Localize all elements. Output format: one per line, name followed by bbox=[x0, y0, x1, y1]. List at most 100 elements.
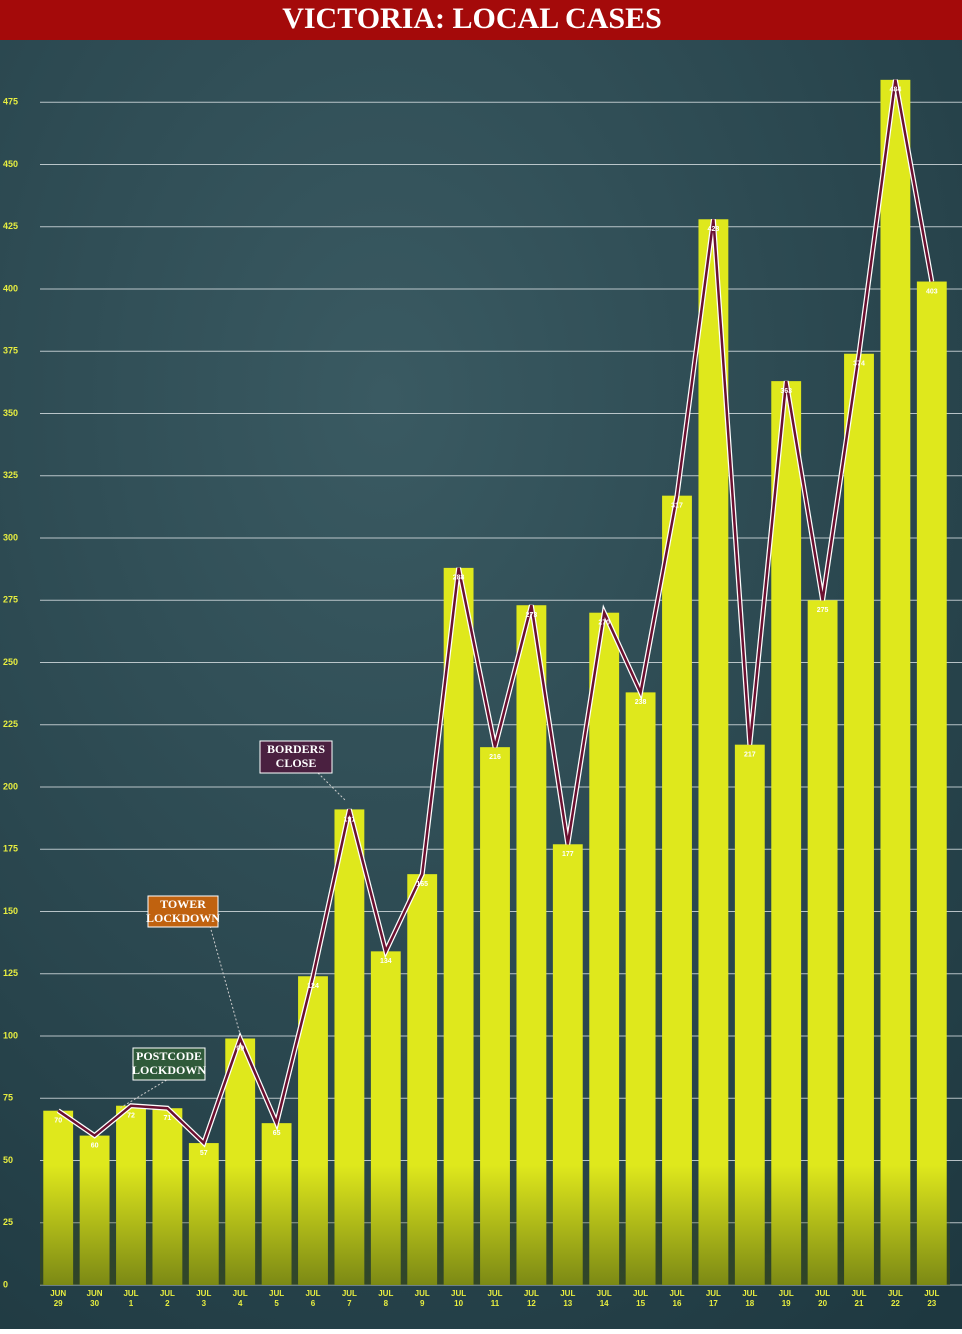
value-label: 217 bbox=[744, 752, 756, 759]
x-tick-label-line: 15 bbox=[636, 1299, 645, 1308]
value-label: 99 bbox=[236, 1045, 244, 1052]
x-tick-label-line: 7 bbox=[347, 1299, 352, 1308]
title-bar bbox=[0, 0, 962, 40]
x-tick-label-line: JUL bbox=[415, 1289, 430, 1298]
value-label: 363 bbox=[780, 388, 792, 395]
annotation-box bbox=[259, 740, 333, 774]
annotation-box bbox=[132, 1047, 206, 1081]
value-label: 60 bbox=[91, 1142, 99, 1149]
plot: 0255075100125150175200225250275300325350… bbox=[3, 79, 962, 1308]
annotation: TOWER LOCKDOWN bbox=[146, 897, 220, 925]
x-tick-label-line: 16 bbox=[673, 1299, 682, 1308]
y-tick-label: 400 bbox=[3, 283, 18, 293]
x-tick-label-line: JUL bbox=[269, 1289, 284, 1298]
value-label: 270 bbox=[598, 620, 610, 627]
x-tick-label: JUL 1 bbox=[123, 1289, 138, 1308]
value-label: 374 bbox=[853, 361, 865, 368]
y-tick-label: 50 bbox=[3, 1155, 13, 1165]
x-tick-label-line: 10 bbox=[454, 1299, 463, 1308]
x-tick-label-line: JUL bbox=[669, 1289, 684, 1298]
x-tick-label-line: 21 bbox=[855, 1299, 864, 1308]
x-tick-label: JUL 21 bbox=[851, 1289, 866, 1308]
x-tick-label: JUL 19 bbox=[779, 1289, 794, 1308]
bar bbox=[916, 281, 947, 1285]
annotation-pointer bbox=[209, 925, 241, 1035]
x-tick-label-line: 6 bbox=[311, 1299, 316, 1308]
x-tick-label-line: 20 bbox=[818, 1299, 827, 1308]
value-label: 484 bbox=[890, 87, 902, 94]
x-tick-label-line: 17 bbox=[709, 1299, 718, 1308]
value-label: 273 bbox=[526, 612, 538, 619]
y-tick-label: 350 bbox=[3, 408, 18, 418]
x-tick-label: JUL 11 bbox=[487, 1289, 502, 1308]
value-label: 57 bbox=[200, 1150, 208, 1157]
x-tick-label-line: 3 bbox=[202, 1299, 207, 1308]
value-label: 65 bbox=[273, 1130, 281, 1137]
value-label: 72 bbox=[127, 1113, 135, 1120]
value-label: 134 bbox=[380, 958, 392, 965]
x-tick-label-line: JUL bbox=[815, 1289, 830, 1298]
x-tick-label-line: 11 bbox=[491, 1299, 500, 1308]
x-tick-label: JUL 2 bbox=[160, 1289, 175, 1308]
value-label: 124 bbox=[307, 983, 319, 990]
x-tick-label-line: JUL bbox=[560, 1289, 575, 1298]
value-label: 317 bbox=[671, 503, 683, 510]
x-tick-label-line: JUL bbox=[233, 1289, 248, 1298]
x-tick-label-line: 5 bbox=[274, 1299, 279, 1308]
x-tick-label-line: JUN bbox=[87, 1289, 103, 1298]
y-tick-label: 275 bbox=[3, 595, 18, 605]
y-tick-label: 375 bbox=[3, 346, 18, 356]
y-tick-label: 425 bbox=[3, 221, 18, 231]
line bbox=[57, 79, 934, 1146]
value-label: 177 bbox=[562, 851, 574, 858]
x-tick-label-line: JUL bbox=[123, 1289, 138, 1298]
x-tick-label-line: 22 bbox=[891, 1299, 900, 1308]
x-tick-label: JUL 15 bbox=[633, 1289, 648, 1308]
x-tick-label-line: 23 bbox=[927, 1299, 936, 1308]
x-tick-label: JUL 18 bbox=[742, 1289, 757, 1308]
y-tick-label: 325 bbox=[3, 470, 18, 480]
x-tick-label: JUL 17 bbox=[706, 1289, 721, 1308]
y-tick-label: 125 bbox=[3, 968, 18, 978]
value-label: 428 bbox=[708, 226, 720, 233]
x-tick-label-line: JUL bbox=[597, 1289, 612, 1298]
x-tick-label: JUL 16 bbox=[669, 1289, 684, 1308]
x-tick-label: JUL 7 bbox=[342, 1289, 357, 1308]
x-tick-label-line: JUL bbox=[742, 1289, 757, 1298]
x-tick-label-line: 1 bbox=[129, 1299, 134, 1308]
y-tick-label: 475 bbox=[3, 97, 18, 107]
bar bbox=[844, 353, 874, 1285]
bar bbox=[880, 79, 911, 1286]
x-tick-label: JUN 29 bbox=[50, 1289, 66, 1308]
value-label: 165 bbox=[416, 881, 428, 888]
x-tick-label: JUL 9 bbox=[415, 1289, 430, 1308]
x-tick-label-line: JUL bbox=[451, 1289, 466, 1298]
x-tick-label-line: JUL bbox=[160, 1289, 175, 1298]
value-label: 191 bbox=[344, 816, 356, 823]
annotation-pointer bbox=[119, 1077, 171, 1109]
x-tick-label-line: 9 bbox=[420, 1299, 425, 1308]
y-tick-label: 100 bbox=[3, 1030, 18, 1040]
x-tick-label-line: JUL bbox=[633, 1289, 648, 1298]
x-tick-label: JUN 30 bbox=[87, 1289, 103, 1308]
x-tick-label-line: JUL bbox=[342, 1289, 357, 1298]
value-label: 288 bbox=[453, 575, 465, 582]
x-tick-label-line: JUL bbox=[851, 1289, 866, 1298]
x-tick-label-line: JUL bbox=[888, 1289, 903, 1298]
x-tick-label-line: 18 bbox=[745, 1299, 754, 1308]
annotations: POSTCODE LOCKDOWN TOWER LOCKDOWN BORDERS CL… bbox=[119, 740, 346, 1109]
value-label: 71 bbox=[164, 1115, 172, 1122]
y-tick-label: 75 bbox=[3, 1093, 13, 1103]
x-tick-label: JUL 6 bbox=[305, 1289, 320, 1308]
value-label: 238 bbox=[635, 699, 647, 706]
annotation: BORDERS CLOSE bbox=[267, 742, 325, 770]
annotation-box bbox=[147, 895, 219, 928]
bar bbox=[771, 381, 802, 1285]
x-tick-label-line: 2 bbox=[165, 1299, 170, 1308]
x-tick-label-line: 12 bbox=[527, 1299, 536, 1308]
x-tick-label: JUL 22 bbox=[888, 1289, 903, 1308]
x-tick-label: JUL 5 bbox=[269, 1289, 284, 1308]
x-tick-label-line: 19 bbox=[782, 1299, 791, 1308]
x-tick-label-line: JUL bbox=[487, 1289, 502, 1298]
